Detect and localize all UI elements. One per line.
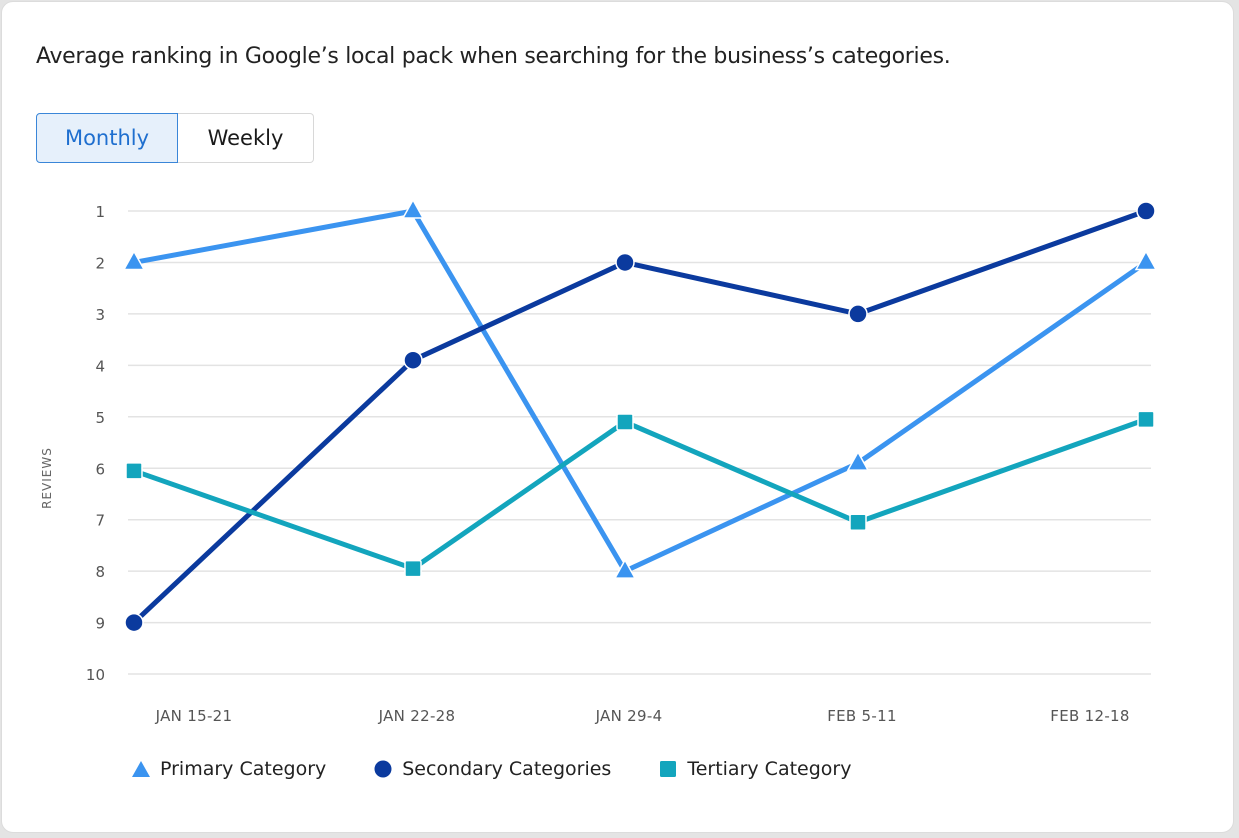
circle-marker[interactable]: [124, 612, 144, 633]
y-axis-ticks: 1 2 3 4 5 6 7 8 9 10: [86, 203, 105, 684]
triangle-marker[interactable]: [122, 249, 146, 271]
triangle-marker[interactable]: [401, 198, 425, 219]
legend-item-tertiary[interactable]: Tertiary Category: [657, 758, 851, 780]
chart-description: Average ranking in Google’s local pack w…: [36, 44, 951, 69]
x-axis-ticks: JAN 15-21 JAN 22-28 JAN 29-4 FEB 5-11 FEB 12…: [155, 707, 1130, 725]
x-tick-label: FEB 12-18: [1050, 707, 1129, 725]
y-tick-label: 1: [95, 203, 105, 221]
series-circle: [124, 201, 1156, 633]
series-line: [133, 417, 1147, 572]
y-tick-label: 8: [95, 563, 105, 581]
legend-label: Tertiary Category: [687, 758, 852, 780]
x-tick-label: FEB 5-11: [827, 707, 897, 725]
circle-marker[interactable]: [403, 350, 423, 370]
square-icon: [660, 761, 677, 777]
grid-lines: [128, 210, 1151, 675]
circle-marker[interactable]: [1136, 201, 1156, 221]
y-tick-label: 4: [95, 357, 105, 375]
triangle-marker[interactable]: [613, 558, 637, 579]
circle-icon: [374, 760, 392, 778]
toggle-monthly-button[interactable]: Monthly: [36, 113, 178, 163]
x-tick-label: JAN 29-4: [595, 707, 663, 725]
legend: Primary Category Secondary Categories Te…: [130, 758, 897, 780]
y-tick-label: 6: [95, 460, 105, 478]
series-lines: [122, 198, 1158, 633]
triangle-icon: [132, 761, 150, 777]
y-axis-label: REVIEWS: [40, 447, 54, 509]
triangle-marker[interactable]: [1134, 249, 1158, 271]
triangle-marker[interactable]: [846, 450, 870, 471]
y-tick-label: 3: [95, 306, 105, 324]
x-tick-label: JAN 22-28: [378, 707, 456, 725]
y-tick-label: 10: [86, 666, 105, 684]
square-marker[interactable]: [125, 462, 143, 480]
period-toggle: Monthly Weekly: [36, 113, 314, 163]
square-marker[interactable]: [849, 513, 867, 532]
legend-label: Primary Category: [160, 758, 327, 780]
series-square: [125, 410, 1155, 578]
legend-label: Secondary Categories: [402, 758, 612, 780]
legend-item-primary[interactable]: Primary Category: [130, 758, 326, 780]
series-triangle: [122, 198, 1158, 579]
toggle-weekly-button[interactable]: Weekly: [178, 113, 314, 163]
y-tick-label: 5: [95, 409, 105, 427]
square-marker[interactable]: [1137, 410, 1155, 429]
x-tick-label: JAN 15-21: [155, 707, 233, 725]
circle-marker[interactable]: [615, 252, 635, 273]
square-marker[interactable]: [616, 413, 634, 431]
legend-item-secondary[interactable]: Secondary Categories: [372, 758, 611, 780]
y-tick-label: 9: [95, 615, 105, 633]
y-tick-label: 2: [95, 254, 105, 272]
y-tick-label: 7: [95, 512, 105, 530]
circle-marker[interactable]: [848, 304, 868, 324]
square-marker[interactable]: [404, 559, 422, 578]
